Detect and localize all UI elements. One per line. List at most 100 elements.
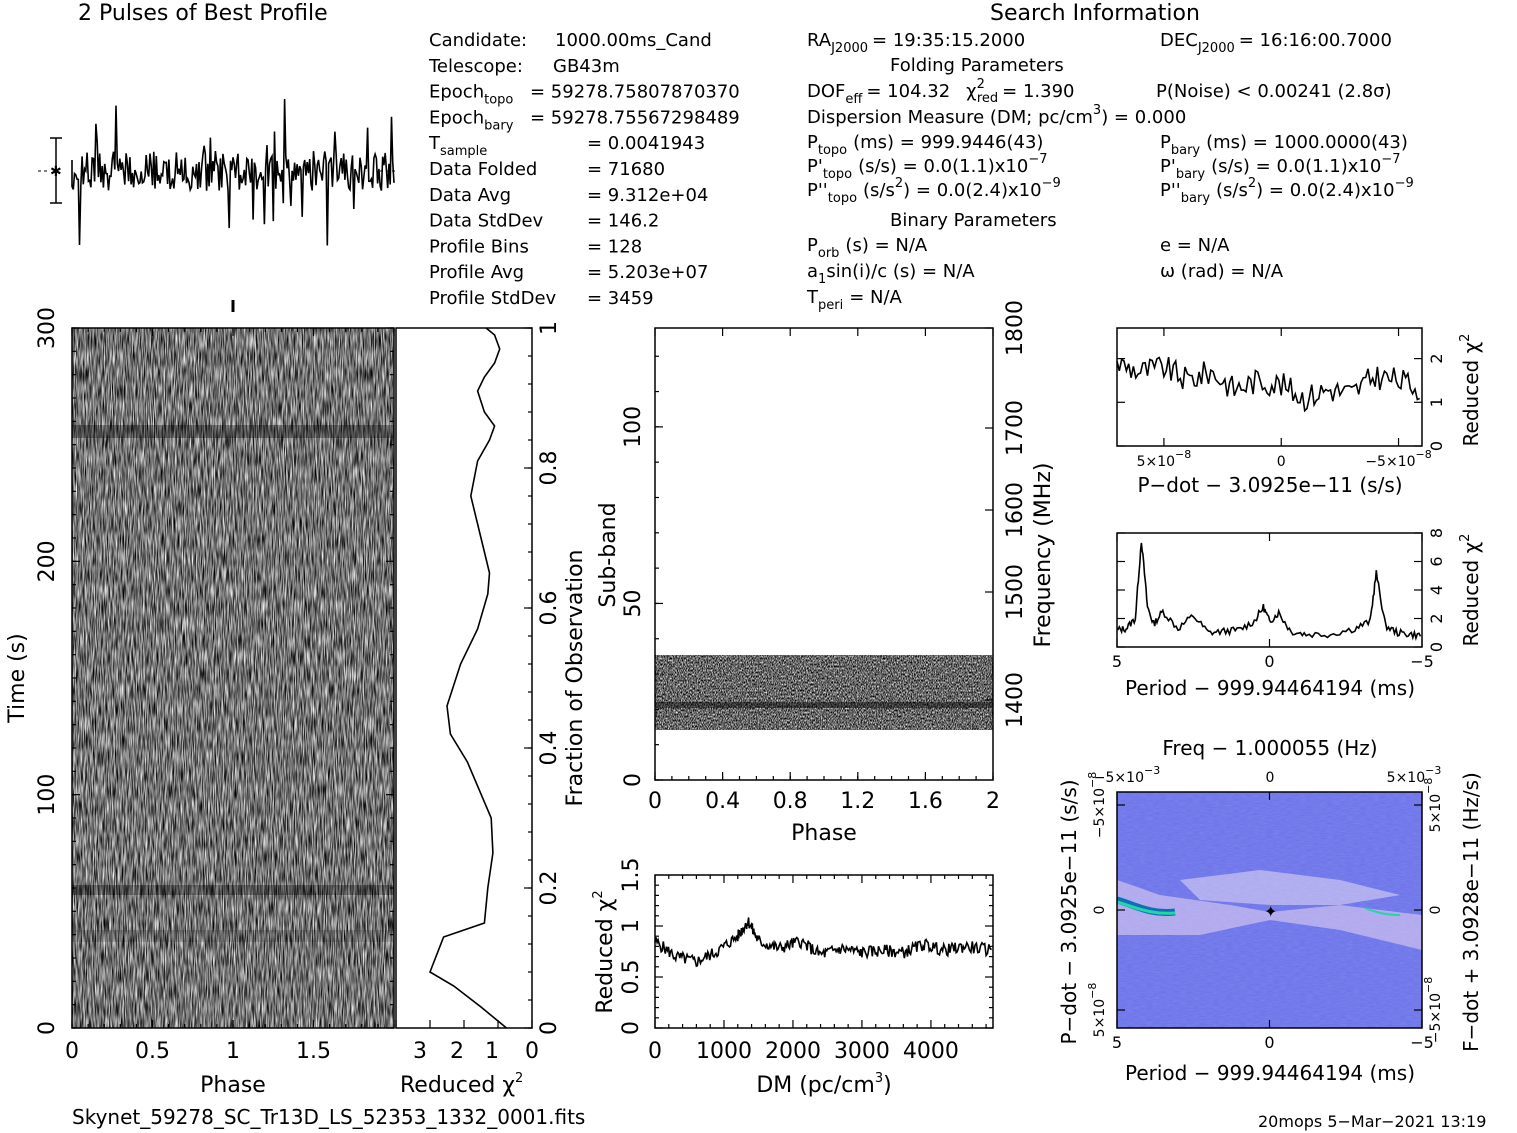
dm-ylabel: Reduced χ2 [591, 890, 618, 1013]
search-info: RAJ2000 = 19:35:15.2000 DECJ2000 = 16:16:0… [806, 30, 1414, 313]
dof-field: DOFeff = 104.32 χ2 red = 1.390 [807, 77, 1075, 107]
period-ytick: 8 [1427, 528, 1446, 538]
time-chi2-xtick: 3 [413, 1039, 427, 1064]
a1sini-field: a1sin(i)/c (s) = N/A [807, 261, 975, 287]
subband-ytick: 0 [621, 773, 646, 787]
pdot-bary-field: P'bary (s/s) = 0.0(1.1)x10−7 [1160, 152, 1401, 182]
map-yrtick: −5×10−8 [1422, 977, 1444, 1043]
period-xtick: −5 [1410, 652, 1434, 671]
pdot-xtick: 0 [1277, 454, 1286, 470]
dm-xlabel: DM (pc/cm3) [756, 1071, 891, 1098]
map-yrtick: 5×10−8 [1422, 778, 1444, 833]
time-chi2-ytick: 1 [537, 321, 562, 335]
dm-ytick: 0 [619, 1021, 644, 1035]
time-phase-ytick: 100 [35, 774, 60, 816]
subband-xtick: 1.6 [908, 789, 943, 814]
period-xlabel: Period − 999.94464194 (ms) [1125, 676, 1415, 700]
info-label: Epochbary [429, 107, 514, 133]
time-phase-xlabel: Phase [200, 1073, 266, 1098]
dm-ytick: 0.5 [619, 960, 644, 995]
time-chi2-xtick: 1 [485, 1039, 499, 1064]
info-label: Profile Avg [429, 262, 524, 283]
period-ytick: 0 [1427, 642, 1446, 652]
pddot-topo-field: P''topo (s/s2) = 0.0(2.4)x10−9 [807, 176, 1061, 206]
dm-xtick: 3000 [834, 1039, 890, 1064]
map-ylabel-right: F−dot + 3.0928e−11 (Hz/s) [1459, 772, 1483, 1052]
dm-ytick: 1 [619, 919, 644, 933]
period-xtick: 0 [1264, 652, 1274, 671]
time-phase-ytick: 300 [35, 307, 60, 349]
time-chi2-ytick: 0.6 [537, 591, 562, 626]
info-value: = 146.2 [587, 211, 659, 232]
map-title: Freq − 1.000055 (Hz) [1162, 736, 1377, 760]
time-phase-xtick: 0.5 [135, 1039, 170, 1064]
period-pdot-map: Freq − 1.000055 (Hz) ✦ 5 0 −5 −5×10−3 0 5×10… [1057, 736, 1483, 1085]
info-value: 1000.00ms_Cand [555, 30, 712, 51]
info-label: Profile Bins [429, 236, 529, 257]
folding-title: Folding Parameters [890, 55, 1064, 76]
search-info-title: Search Information [990, 1, 1200, 26]
info-value: = 59278.75567298489 [530, 107, 740, 128]
eccentricity-field: e = N/A [1160, 235, 1230, 256]
dec-field: DECJ2000 = 16:16:00.7000 [1160, 30, 1392, 56]
map-xtick: −5 [1410, 1033, 1434, 1052]
map-ytick: −5×10−8 [1086, 772, 1108, 838]
time-chi2-xtick: 0 [525, 1039, 539, 1064]
time-phase-xtick: 0 [65, 1039, 79, 1064]
period-ytick: 2 [1427, 613, 1446, 623]
period-xtick: 5 [1112, 652, 1122, 671]
subband-phase-plot: 0 0.4 0.8 1.2 1.6 2 0 50 100 1400 1500 1600 1700 18… [596, 300, 1056, 846]
pdot-ytick: 2 [1427, 353, 1446, 363]
subband-xtick: 1.2 [840, 789, 875, 814]
map-xlabel: Period − 999.94464194 (ms) [1125, 1061, 1415, 1085]
omega-field: ω (rad) = N/A [1160, 261, 1284, 282]
footer-filename: Skynet_59278_SC_Tr13D_LS_52353_1332_0001… [72, 1105, 585, 1129]
map-xtick: 5 [1112, 1033, 1122, 1052]
time-chi2-ytick: 0.2 [537, 871, 562, 906]
time-chi2-ytick: 0.4 [537, 731, 562, 766]
dm-xtick: 1000 [696, 1039, 752, 1064]
map-ylabel: P−dot − 3.0925e−11 (s/s) [1057, 779, 1081, 1044]
dm-xtick: 0 [648, 1039, 662, 1064]
info-value: = 128 [587, 236, 642, 257]
period-ytick: 6 [1427, 556, 1446, 566]
time-phase-ylabel: Time (s) [5, 633, 30, 723]
map-yrtick: 0 [1428, 906, 1444, 915]
map-top-tick: −5×10−3 [1094, 764, 1160, 786]
dm-xtick: 2000 [765, 1039, 821, 1064]
pnoise-field: P(Noise) < 0.00241 (2.8σ) [1156, 81, 1392, 102]
time-chi2-xtick: 2 [450, 1039, 464, 1064]
pddot-bary-field: P''bary (s/s2) = 0.0(2.4)x10−9 [1160, 176, 1414, 206]
pdot-chi2-trace [1116, 356, 1421, 413]
pdot-chi2-plot: 5×10−8 0 −5×10−8 012 P−dot − 3.0925e−11 (s… [1116, 327, 1483, 497]
footer-stamp: 20mops 5−Mar−2021 13:19 [1258, 1112, 1486, 1131]
info-label: Data Folded [429, 159, 537, 180]
ra-field: RAJ2000 = 19:35:15.2000 [807, 30, 1025, 56]
pbary-field: Pbary (ms) = 1000.0000(43) [1160, 132, 1408, 158]
period-ytick: 4 [1427, 585, 1446, 595]
dm-field: Dispersion Measure (DM; pc/cm3) = 0.000 [807, 103, 1186, 128]
info-value: = 71680 [587, 159, 665, 180]
time-chi2-ytick: 0.8 [537, 451, 562, 486]
profile-marker: ✱ [50, 164, 62, 180]
info-value: = 3459 [587, 288, 654, 309]
profile-plot: ✱ [38, 98, 396, 246]
subband-ylabel: Sub-band [596, 502, 621, 607]
map-top-tick: 0 [1266, 770, 1275, 786]
map-ridge [1117, 880, 1422, 950]
time-chi2-ylabel: Fraction of Observation [563, 550, 588, 807]
info-label: Telescope: [428, 56, 523, 77]
porb-field: Porb (s) = N/A [807, 235, 928, 261]
pdot-ylabel: Reduced χ2 [1458, 334, 1483, 447]
dm-xtick: 4000 [903, 1039, 959, 1064]
info-value: GB43m [553, 56, 620, 77]
binary-title: Binary Parameters [890, 210, 1057, 231]
frequency-ytick: 1800 [1003, 300, 1028, 356]
info-label: Epochtopo [429, 82, 513, 108]
frequency-ytick: 1400 [1003, 672, 1028, 728]
dm-ytick: 1.5 [619, 858, 644, 893]
info-value: = 0.0041943 [587, 133, 705, 154]
